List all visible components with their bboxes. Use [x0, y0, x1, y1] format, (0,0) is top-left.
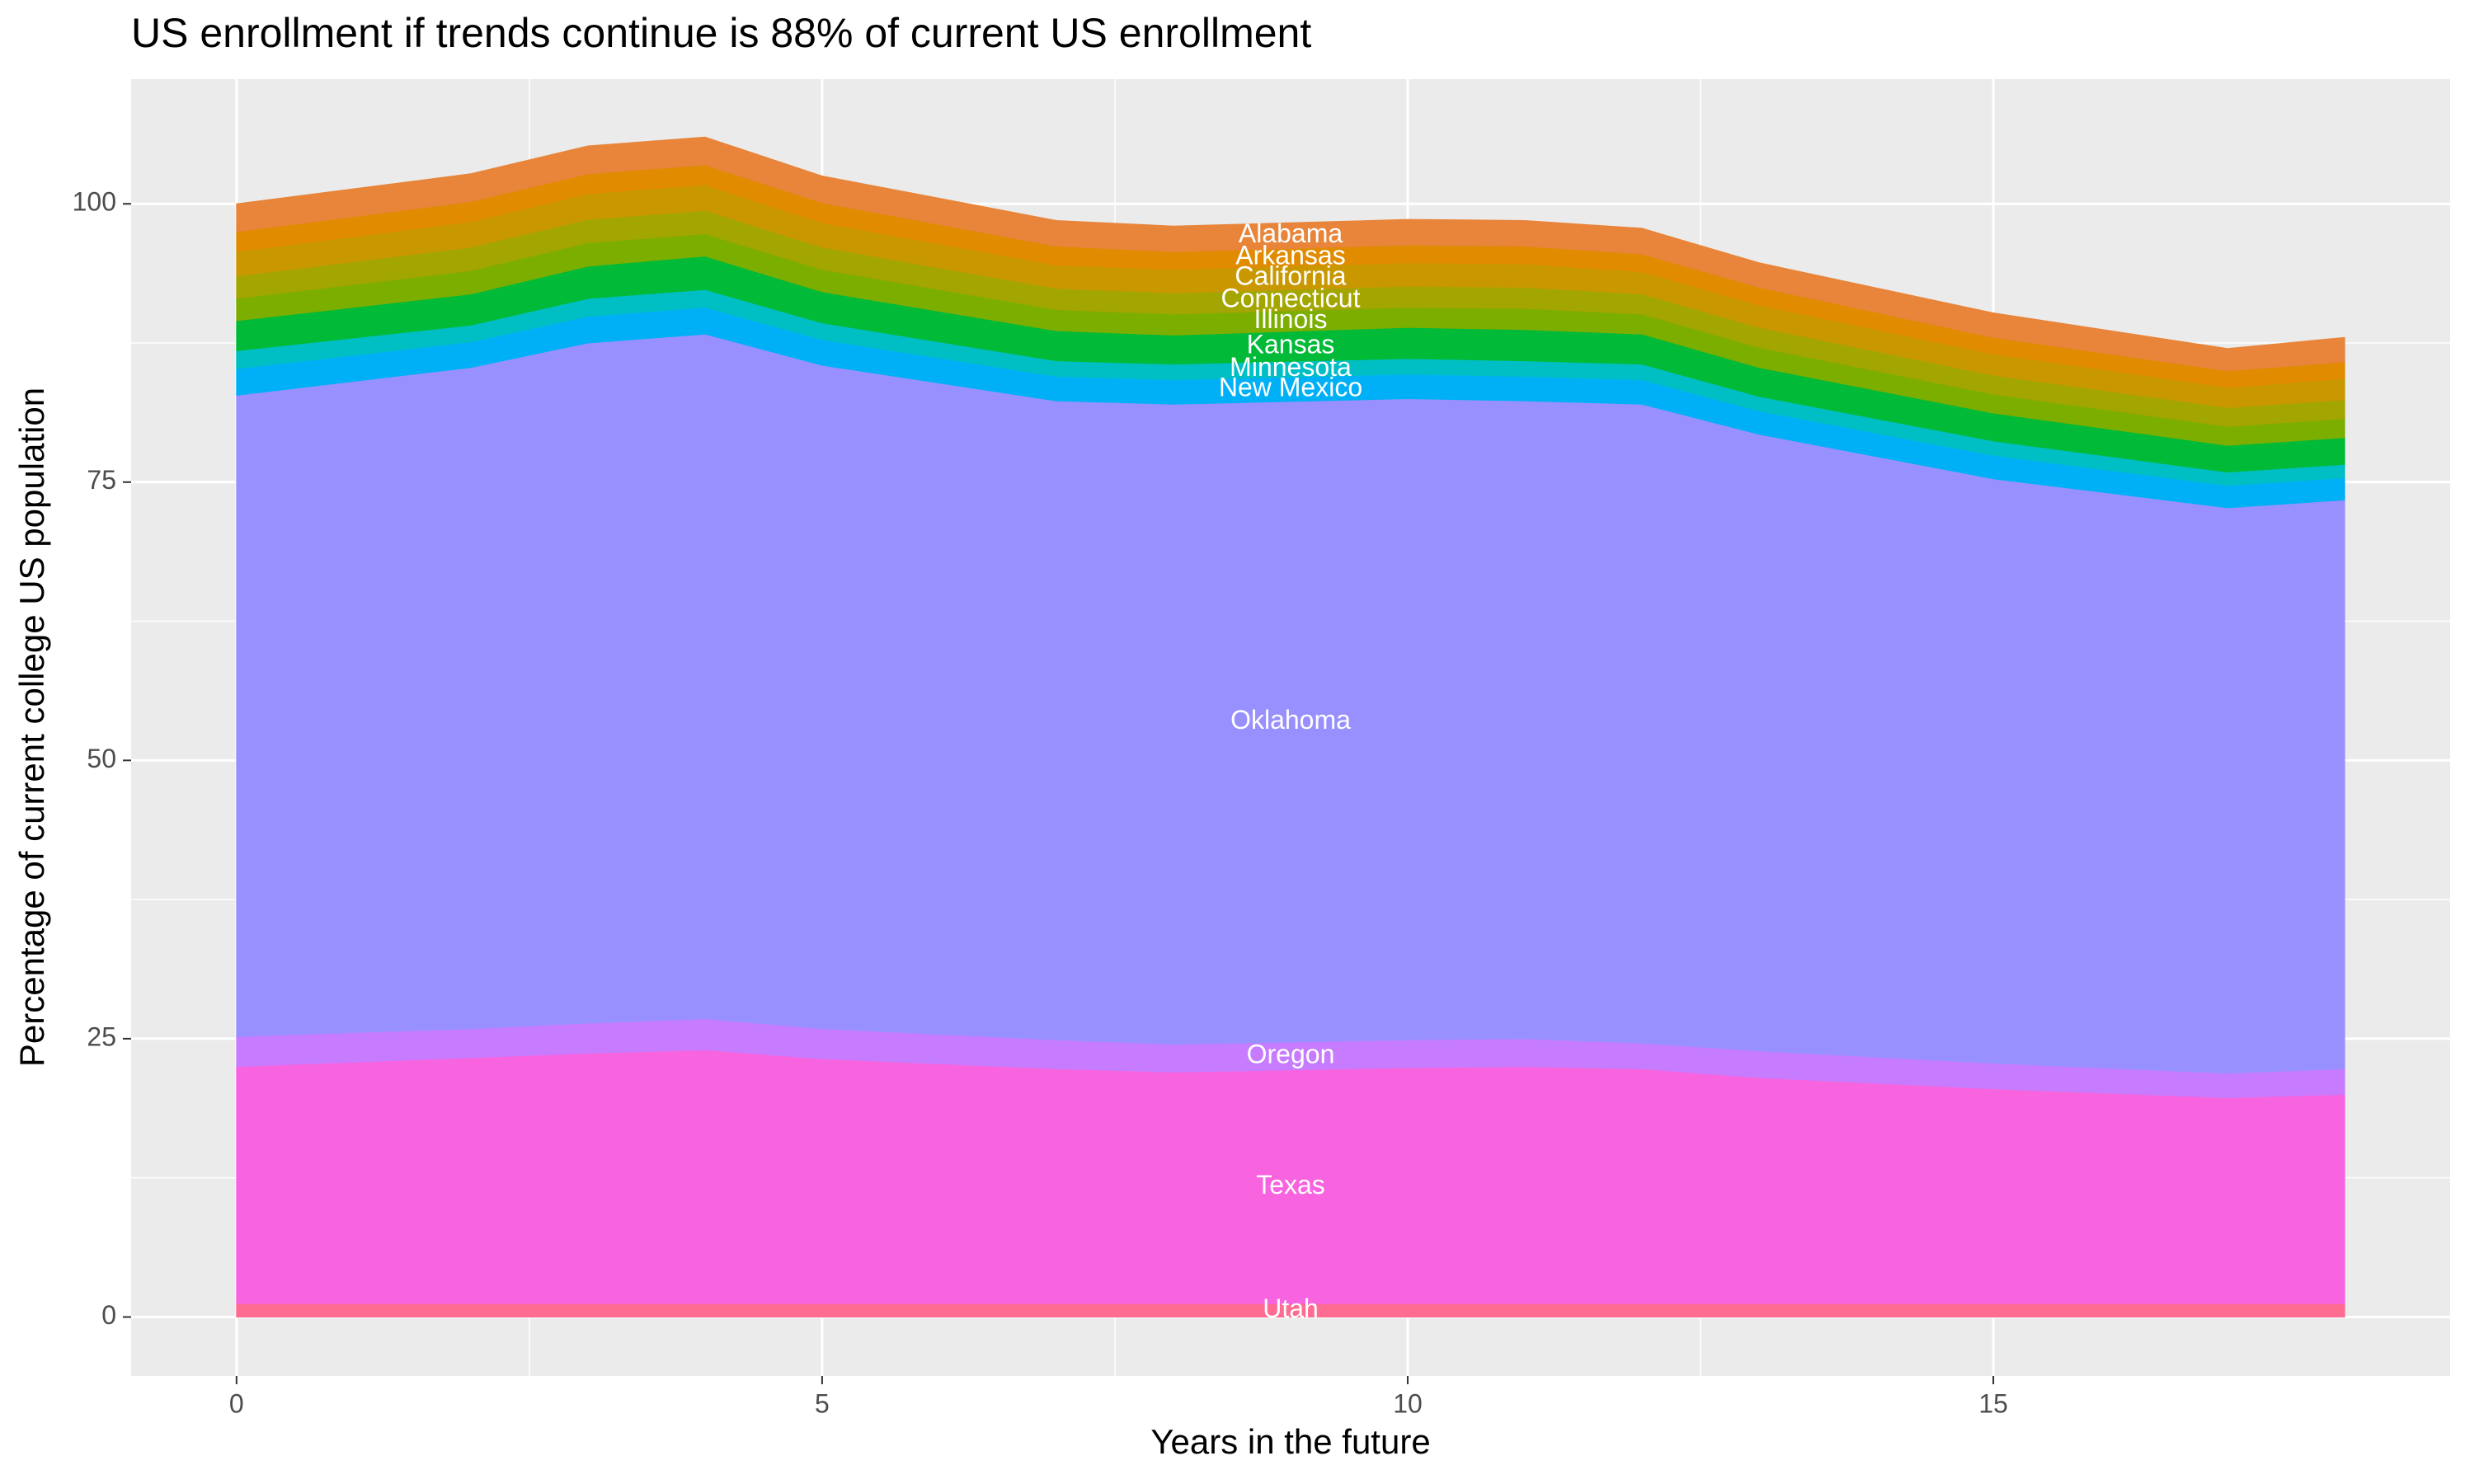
- y-tick-label: 50: [87, 744, 116, 773]
- area-label: Texas: [1256, 1170, 1325, 1200]
- y-tick-label: 0: [101, 1300, 116, 1330]
- area-labels: Utah Texas Oregon Oklahoma New MexicoMinneso…: [1219, 218, 1362, 1323]
- x-tick-label: 15: [1978, 1388, 2008, 1418]
- areas: [236, 136, 2345, 1317]
- area-label: Utah: [1263, 1294, 1319, 1323]
- area-label: Arkansas: [1235, 240, 1345, 270]
- area-label: Alabama: [1239, 218, 1343, 248]
- area-label: Oregon: [1247, 1039, 1335, 1068]
- axes: 0 5 10 15 0 25 50 75 100: [73, 187, 2008, 1419]
- x-tick-label: 5: [815, 1388, 830, 1418]
- x-tick-label: 0: [229, 1388, 244, 1418]
- chart-title: US enrollment if trends continue is 88% …: [131, 10, 1311, 56]
- area-label: Minnesota: [1230, 352, 1352, 382]
- y-axis-label: Percentage of current college US populat…: [12, 387, 51, 1067]
- y-tick-label: 25: [87, 1021, 116, 1051]
- area-label: California: [1235, 261, 1346, 290]
- x-tick-label: 10: [1393, 1388, 1423, 1418]
- area-label: Illinois: [1254, 304, 1328, 334]
- area-label: Connecticut: [1221, 283, 1361, 312]
- x-axis-label: Years in the future: [1150, 1422, 1430, 1461]
- y-tick-label: 100: [73, 187, 116, 217]
- area-label: Oklahoma: [1230, 705, 1351, 735]
- area-label: Kansas: [1247, 330, 1335, 359]
- area-label: New Mexico: [1219, 372, 1362, 402]
- y-tick-label: 75: [87, 465, 116, 495]
- area: [236, 136, 2345, 372]
